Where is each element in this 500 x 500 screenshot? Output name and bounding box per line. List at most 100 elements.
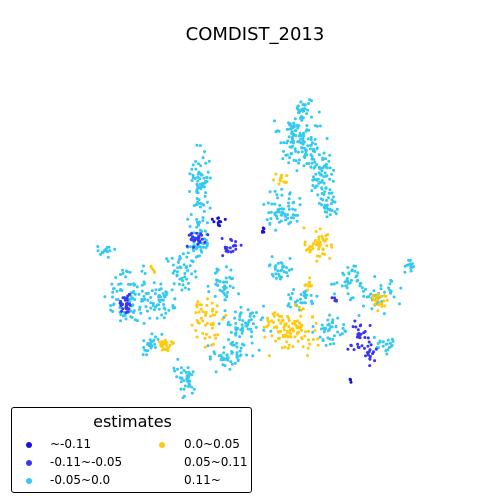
map-point (363, 346, 366, 350)
map-point (321, 198, 325, 202)
map-point (203, 336, 207, 340)
map-point (265, 218, 269, 222)
map-point (386, 338, 390, 342)
map-point (304, 248, 308, 252)
map-point (270, 334, 274, 338)
map-point (325, 165, 328, 169)
map-point (186, 251, 190, 255)
map-point (301, 116, 305, 120)
map-point (224, 280, 228, 284)
map-point (176, 266, 180, 270)
map-point (185, 379, 189, 383)
map-point (327, 159, 331, 163)
map-point (128, 270, 132, 274)
map-point (195, 218, 199, 221)
map-point (321, 339, 325, 342)
map-point (189, 213, 193, 216)
map-point (304, 330, 308, 334)
map-point (313, 138, 317, 141)
map-point (331, 200, 335, 203)
map-point (190, 232, 194, 235)
map-point (297, 305, 301, 309)
map-point (275, 193, 279, 197)
map-point (281, 265, 285, 269)
map-point (276, 269, 280, 273)
map-point (309, 138, 313, 142)
map-point (111, 295, 114, 299)
map-point (151, 302, 155, 305)
map-point (298, 110, 302, 113)
map-point (300, 150, 304, 154)
map-point (299, 314, 303, 318)
map-point (221, 254, 225, 258)
map-point (153, 292, 157, 296)
legend-swatch-5 (159, 460, 165, 466)
map-point (311, 315, 315, 319)
map-point (244, 324, 248, 328)
map-point (182, 369, 186, 372)
map-point (343, 280, 347, 284)
map-point (135, 285, 139, 289)
map-point (363, 330, 367, 333)
map-point (290, 267, 294, 271)
map-point (262, 325, 266, 329)
map-point (240, 331, 244, 335)
map-point (218, 280, 222, 283)
map-point (201, 219, 205, 223)
map-point (163, 307, 167, 311)
map-point (350, 268, 354, 272)
map-point (382, 299, 386, 303)
map-point (222, 345, 226, 349)
map-point (181, 283, 185, 287)
map-point (408, 258, 412, 262)
map-point (238, 318, 242, 322)
map-point (154, 288, 158, 292)
map-point (149, 296, 153, 299)
map-point (231, 286, 235, 290)
map-point (141, 353, 145, 357)
map-point (347, 281, 351, 285)
map-point (121, 271, 125, 275)
map-point (365, 351, 369, 354)
map-point (291, 201, 295, 205)
map-point (227, 338, 231, 342)
map-point (300, 301, 304, 305)
map-point (251, 354, 255, 358)
map-point (322, 193, 326, 196)
map-point (197, 223, 200, 227)
map-point (186, 366, 190, 370)
legend-swatch-1 (26, 442, 32, 448)
map-point (239, 353, 243, 357)
map-point (178, 277, 182, 281)
map-point (198, 239, 202, 243)
map-point (326, 233, 330, 237)
map-point (275, 326, 279, 329)
map-point (286, 139, 290, 143)
map-point (269, 217, 273, 221)
map-point (204, 161, 208, 165)
map-point (322, 330, 326, 334)
map-point (206, 241, 209, 245)
map-point (203, 323, 207, 327)
map-point (143, 272, 147, 275)
map-point (306, 137, 310, 141)
map-point (201, 331, 205, 335)
map-point (376, 297, 380, 301)
map-point (165, 257, 169, 261)
map-point (192, 245, 196, 249)
map-point (363, 336, 367, 339)
map-point (172, 282, 176, 286)
map-point (333, 292, 336, 296)
map-point (289, 332, 293, 336)
map-point (326, 329, 330, 333)
map-point (277, 182, 281, 186)
map-point (293, 208, 297, 212)
map-point (162, 316, 166, 320)
map-point (296, 330, 300, 334)
map-point (142, 264, 145, 268)
map-point (274, 228, 278, 232)
map-point (252, 314, 256, 318)
map-point (321, 248, 325, 252)
map-point (262, 328, 266, 332)
map-point (379, 295, 383, 299)
